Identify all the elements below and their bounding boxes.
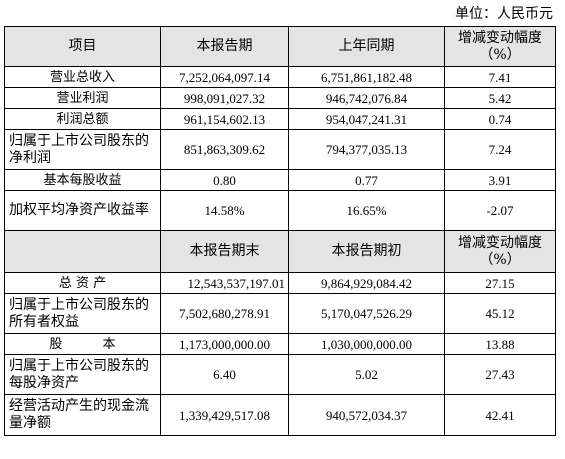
cell-prior: 1,030,000,000.00 [288,333,445,355]
cell-current: 7,252,064,097.14 [160,66,289,88]
table-row: 归属于上市公司股东的净利润 851,863,309.62 794,377,035… [4,129,556,170]
row-label: 加权平均净资产收益率 [4,190,161,231]
table-row: 股 本 1,173,000,000.00 1,030,000,000.00 13… [4,333,556,355]
cell-change: 3.91 [444,169,556,191]
cell-change: 42.41 [444,394,556,436]
financial-summary-table: 项目 本报告期 上年同期 增减变动幅度（%） 营业总收入 7,252,064,0… [4,26,556,436]
cell-change: 13.88 [444,333,556,355]
header-current-period: 本报告期 [160,26,289,67]
row-label: 总 资 产 [4,272,161,294]
table-row: 经营活动产生的现金流量净额 1,339,429,517.08 940,572,0… [4,394,556,436]
cell-change: 45.12 [444,293,556,334]
cell-current: 0.80 [160,169,289,191]
cell-prior: 946,742,076.84 [288,87,445,109]
cell-change: 0.74 [444,108,556,130]
table-header-row: 项目 本报告期 上年同期 增减变动幅度（%） [4,26,556,67]
row-label: 经营活动产生的现金流量净额 [4,394,161,436]
table-row: 加权平均净资产收益率 14.58% 16.65% -2.07 [4,190,556,231]
table-row: 归属于上市公司股东的每股净资产 6.40 5.02 27.43 [4,354,556,395]
row-label: 归属于上市公司股东的所有者权益 [4,293,161,334]
cell-current: 1,339,429,517.08 [160,394,289,436]
cell-change: 5.42 [444,87,556,109]
row-label: 归属于上市公司股东的净利润 [4,129,161,170]
cell-current: 12,543,537,197.01 [160,272,289,294]
row-label: 利润总额 [4,108,161,130]
table-row: 营业总收入 7,252,064,097.14 6,751,861,182.48 … [4,66,556,88]
cell-prior: 9,864,929,084.42 [288,272,445,294]
header-period-end: 本报告期末 [160,230,289,273]
cell-current: 998,091,027.32 [160,87,289,109]
cell-current: 7,502,680,278.91 [160,293,289,334]
cell-change: -2.07 [444,190,556,231]
header-blank [4,230,161,273]
table-row: 总 资 产 12,543,537,197.01 9,864,929,084.42… [4,272,556,294]
row-label: 股 本 [4,333,161,355]
row-label: 归属于上市公司股东的每股净资产 [4,354,161,395]
cell-change: 27.15 [444,272,556,294]
header-period-start: 本报告期初 [288,230,445,273]
cell-change: 7.41 [444,66,556,88]
cell-prior: 6,751,861,182.48 [288,66,445,88]
cell-current: 6.40 [160,354,289,395]
cell-current: 14.58% [160,190,289,231]
cell-prior: 16.65% [288,190,445,231]
table-row: 营业利润 998,091,027.32 946,742,076.84 5.42 [4,87,556,109]
row-label: 营业总收入 [4,66,161,88]
table-subheader-row: 本报告期末 本报告期初 增减变动幅度（%） [4,230,556,273]
cell-current: 851,863,309.62 [160,129,289,170]
cell-prior: 940,572,034.37 [288,394,445,436]
table-row: 利润总额 961,154,602.13 954,047,241.31 0.74 [4,108,556,130]
cell-change: 7.24 [444,129,556,170]
cell-change: 27.43 [444,354,556,395]
header-change-pct: 增减变动幅度（%） [444,26,556,67]
row-label: 基本每股收益 [4,169,161,191]
cell-prior: 954,047,241.31 [288,108,445,130]
header-prior-period: 上年同期 [288,26,445,67]
cell-current: 961,154,602.13 [160,108,289,130]
cell-prior: 0.77 [288,169,445,191]
header-change-pct: 增减变动幅度（%） [444,230,556,273]
cell-current: 1,173,000,000.00 [160,333,289,355]
table-row: 归属于上市公司股东的所有者权益 7,502,680,278.91 5,170,0… [4,293,556,334]
cell-prior: 5.02 [288,354,445,395]
row-label: 营业利润 [4,87,161,109]
table-row: 基本每股收益 0.80 0.77 3.91 [4,169,556,191]
cell-prior: 5,170,047,526.29 [288,293,445,334]
cell-prior: 794,377,035.13 [288,129,445,170]
header-item: 项目 [4,26,161,67]
unit-label: 单位：人民币元 [455,6,553,22]
